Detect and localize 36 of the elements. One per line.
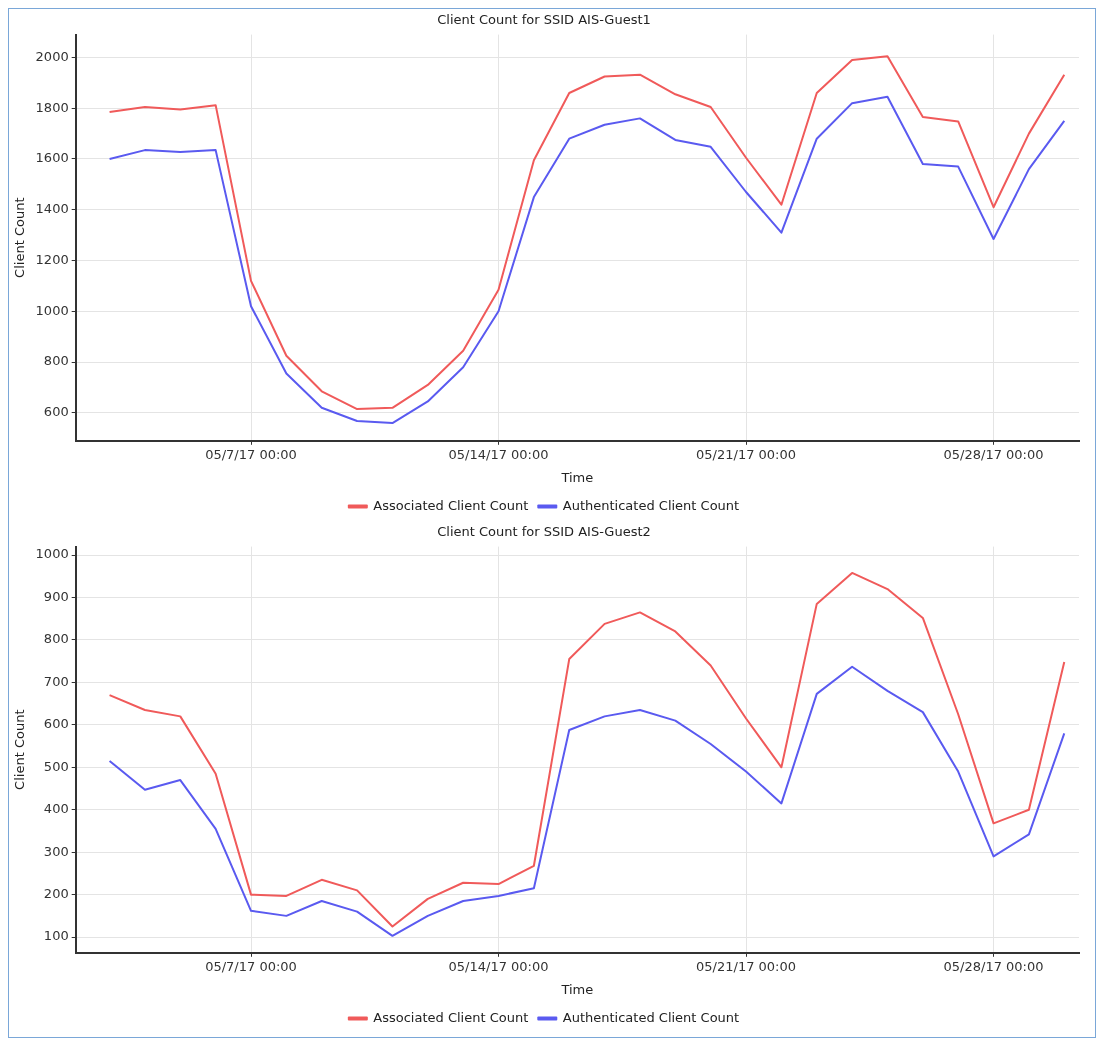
x-tick-label: 05/21/17 00:00 — [696, 446, 797, 462]
y-tick-label: 600 — [43, 716, 69, 732]
x-tick-label: 05/28/17 00:00 — [943, 446, 1044, 462]
y-tick-label: 500 — [43, 758, 69, 774]
y-tick-label: 100 — [43, 928, 69, 944]
x-tick-label: 05/7/17 00:00 — [205, 446, 297, 462]
x-axis-title: Time — [560, 469, 594, 485]
y-tick-label: 800 — [43, 353, 69, 369]
y-tick-label: 1000 — [35, 302, 69, 318]
x-tick-label: 05/21/17 00:00 — [696, 958, 797, 974]
x-tick-label: 05/14/17 00:00 — [448, 958, 549, 974]
y-tick-label: 300 — [43, 843, 69, 859]
y-tick-label: 200 — [43, 886, 69, 902]
y-tick-label: 1400 — [35, 201, 69, 217]
legend-label: Authenticated Client Count — [562, 1009, 740, 1025]
x-tick-label: 05/7/17 00:00 — [205, 958, 297, 974]
y-axis-title: Client Count — [12, 709, 28, 790]
y-tick-label: 800 — [43, 631, 69, 647]
y-tick-label: 1800 — [35, 99, 69, 115]
legend-label: Associated Client Count — [373, 1009, 529, 1025]
x-tick-label: 05/14/17 00:00 — [448, 446, 549, 462]
y-tick-label: 1600 — [35, 150, 69, 166]
y-tick-label: 400 — [43, 801, 69, 817]
chart-title: Client Count for SSID AIS-Guest1 — [437, 12, 651, 28]
legend-label: Associated Client Count — [373, 497, 529, 513]
y-tick-label: 2000 — [35, 48, 69, 64]
y-tick-label: 600 — [43, 404, 69, 420]
y-tick-label: 900 — [43, 588, 69, 604]
y-axis-title: Client Count — [12, 197, 28, 278]
x-axis-title: Time — [560, 981, 594, 997]
legend-label: Authenticated Client Count — [562, 497, 740, 513]
x-tick-label: 05/28/17 00:00 — [943, 958, 1044, 974]
chart-title: Client Count for SSID AIS-Guest2 — [437, 524, 651, 540]
y-tick-label: 1000 — [35, 546, 69, 562]
y-tick-label: 700 — [43, 673, 69, 689]
y-tick-label: 1200 — [35, 251, 69, 267]
